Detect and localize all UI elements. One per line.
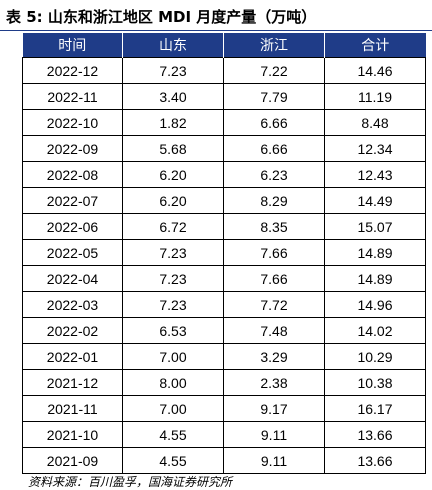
cell-total: 10.29 xyxy=(324,343,426,370)
cell-time: 2021-12 xyxy=(22,369,123,396)
cell-total: 14.02 xyxy=(324,317,426,344)
cell-shandong: 6.20 xyxy=(122,187,224,214)
cell-time: 2022-04 xyxy=(22,265,123,292)
cell-shandong: 7.23 xyxy=(122,265,224,292)
cell-shandong: 4.55 xyxy=(122,421,224,448)
cell-total: 8.48 xyxy=(324,109,426,136)
cell-total: 14.89 xyxy=(324,239,426,266)
cell-zhejiang: 8.35 xyxy=(223,213,325,240)
cell-zhejiang: 9.11 xyxy=(223,421,325,448)
cell-shandong: 6.53 xyxy=(122,317,224,344)
table-row: 2021-10 4.55 9.11 13.66 xyxy=(22,421,426,448)
cell-shandong: 5.68 xyxy=(122,135,224,162)
table-row: 2022-06 6.72 8.35 15.07 xyxy=(22,213,426,240)
table-row: 2022-09 5.68 6.66 12.34 xyxy=(22,135,426,162)
table-header-row: 时间 山东 浙江 合计 xyxy=(22,33,426,58)
cell-time: 2021-10 xyxy=(22,421,123,448)
cell-zhejiang: 7.48 xyxy=(223,317,325,344)
cell-time: 2022-10 xyxy=(22,109,123,136)
table-row: 2021-12 8.00 2.38 10.38 xyxy=(22,369,426,396)
cell-zhejiang: 6.23 xyxy=(223,161,325,188)
cell-total: 14.46 xyxy=(324,57,426,84)
cell-shandong: 6.20 xyxy=(122,161,224,188)
table-row: 2022-08 6.20 6.23 12.43 xyxy=(22,161,426,188)
cell-time: 2022-05 xyxy=(22,239,123,266)
cell-shandong: 3.40 xyxy=(122,83,224,110)
cell-total: 14.96 xyxy=(324,291,426,318)
cell-shandong: 7.23 xyxy=(122,57,224,84)
source-note: 资料来源：百川盈孚，国海证券研究所 xyxy=(28,475,233,489)
table-row: 2022-12 7.23 7.22 14.46 xyxy=(22,57,426,84)
data-table: 时间 山东 浙江 合计 2022-12 7.23 7.22 14.46 2022-11 3… xyxy=(22,33,426,474)
cell-total: 14.49 xyxy=(324,187,426,214)
column-header-total: 合计 xyxy=(324,33,426,58)
cell-shandong: 7.00 xyxy=(122,395,224,422)
cell-total: 16.17 xyxy=(324,395,426,422)
table-row: 2022-01 7.00 3.29 10.29 xyxy=(22,343,426,370)
table-row: 2022-07 6.20 8.29 14.49 xyxy=(22,187,426,214)
cell-time: 2022-01 xyxy=(22,343,123,370)
table-title: 表 5: 山东和浙江地区 MDI 月度产量（万吨） xyxy=(6,8,317,26)
cell-total: 15.07 xyxy=(324,213,426,240)
cell-zhejiang: 7.72 xyxy=(223,291,325,318)
table-row: 2022-04 7.23 7.66 14.89 xyxy=(22,265,426,292)
cell-shandong: 8.00 xyxy=(122,369,224,396)
table-row: 2021-09 4.55 9.11 13.66 xyxy=(22,447,426,474)
cell-shandong: 7.23 xyxy=(122,239,224,266)
table-row: 2022-03 7.23 7.72 14.96 xyxy=(22,291,426,318)
cell-zhejiang: 7.66 xyxy=(223,265,325,292)
cell-zhejiang: 3.29 xyxy=(223,343,325,370)
cell-time: 2022-11 xyxy=(22,83,123,110)
cell-total: 11.19 xyxy=(324,83,426,110)
cell-time: 2022-07 xyxy=(22,187,123,214)
cell-shandong: 1.82 xyxy=(122,109,224,136)
cell-time: 2021-11 xyxy=(22,395,123,422)
cell-total: 10.38 xyxy=(324,369,426,396)
cell-total: 13.66 xyxy=(324,421,426,448)
cell-shandong: 4.55 xyxy=(122,447,224,474)
cell-shandong: 7.00 xyxy=(122,343,224,370)
column-header-time: 时间 xyxy=(22,33,123,58)
cell-time: 2021-09 xyxy=(22,447,123,474)
column-header-zhejiang: 浙江 xyxy=(223,33,325,58)
cell-time: 2022-03 xyxy=(22,291,123,318)
cell-shandong: 6.72 xyxy=(122,213,224,240)
cell-time: 2022-06 xyxy=(22,213,123,240)
table-row: 2022-11 3.40 7.79 11.19 xyxy=(22,83,426,110)
column-header-shandong: 山东 xyxy=(122,33,224,58)
cell-time: 2022-02 xyxy=(22,317,123,344)
cell-zhejiang: 9.17 xyxy=(223,395,325,422)
cell-total: 14.89 xyxy=(324,265,426,292)
table-row: 2022-02 6.53 7.48 14.02 xyxy=(22,317,426,344)
cell-zhejiang: 2.38 xyxy=(223,369,325,396)
cell-total: 13.66 xyxy=(324,447,426,474)
cell-time: 2022-12 xyxy=(22,57,123,84)
cell-zhejiang: 7.66 xyxy=(223,239,325,266)
table-row: 2021-11 7.00 9.17 16.17 xyxy=(22,395,426,422)
cell-shandong: 7.23 xyxy=(122,291,224,318)
table-row: 2022-10 1.82 6.66 8.48 xyxy=(22,109,426,136)
cell-zhejiang: 7.79 xyxy=(223,83,325,110)
cell-zhejiang: 6.66 xyxy=(223,135,325,162)
cell-total: 12.34 xyxy=(324,135,426,162)
cell-total: 12.43 xyxy=(324,161,426,188)
cell-zhejiang: 9.11 xyxy=(223,447,325,474)
cell-time: 2022-08 xyxy=(22,161,123,188)
cell-time: 2022-09 xyxy=(22,135,123,162)
cell-zhejiang: 6.66 xyxy=(223,109,325,136)
title-divider xyxy=(0,30,432,31)
cell-zhejiang: 7.22 xyxy=(223,57,325,84)
table-row: 2022-05 7.23 7.66 14.89 xyxy=(22,239,426,266)
cell-zhejiang: 8.29 xyxy=(223,187,325,214)
